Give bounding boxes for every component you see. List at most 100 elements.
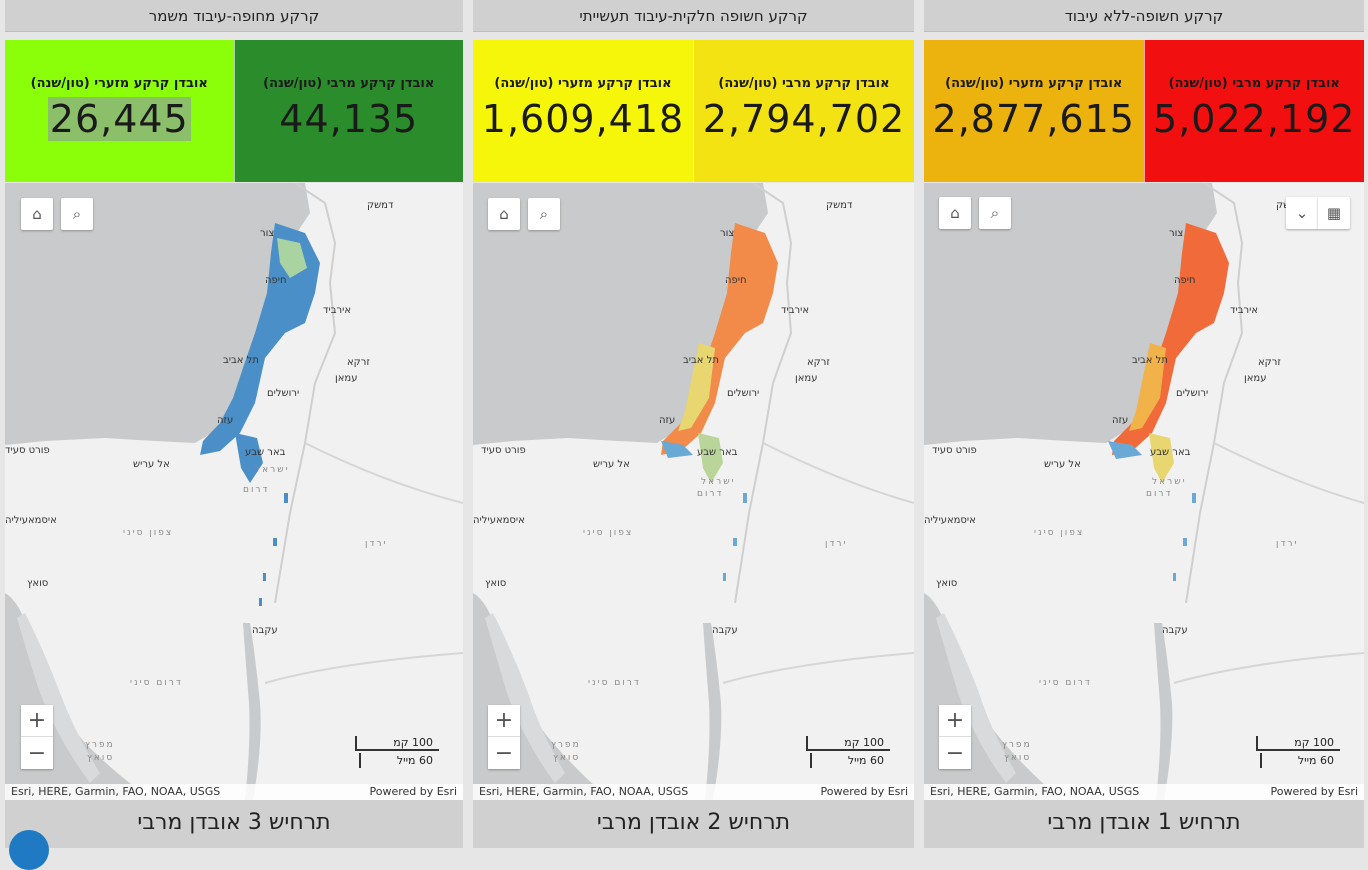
label-telaviv: תל אביב [1132,355,1168,366]
scale-km: 100 קמ [355,736,439,751]
chevron-down-icon[interactable]: ⌄ [1286,197,1318,229]
zoom-in-button[interactable]: + [939,705,971,737]
label-arish: אל עריש [593,459,630,470]
label-suez: סואץ [485,578,507,589]
panel-scenario-1: קרקע חשופה-ללא עיבוד אובדן קרקע מרבי (טו… [924,0,1364,850]
label-north-sinai: צפון סיני [1034,528,1085,538]
app-button-icon[interactable] [9,830,49,870]
label-north-sinai: צפון סיני [583,528,634,538]
basemap-graphic [5,183,463,800]
label-irbid: אירביד [781,305,810,316]
label-irbid: אירביד [323,305,352,316]
label-irbid: אירביד [1230,305,1259,316]
attribution-text[interactable]: Esri, HERE, Garmin, FAO, NOAA, USGS [479,785,689,798]
search-icon[interactable]: ⌕ [979,197,1011,229]
attribution-text[interactable]: Esri, HERE, Garmin, FAO, NOAA, USGS [11,785,221,798]
stat-min-loss: אובדן קרקע מזערי (טון/שנה) 1,609,418 [473,40,693,182]
stat-value: 2,877,615 [932,97,1135,141]
stat-value: 26,445 [47,97,191,141]
home-icon[interactable]: ⌂ [939,197,971,229]
stat-max-loss: אובדן קרקע מרבי (טון/שנה) 2,794,702 [693,40,914,182]
zoom-out-button[interactable]: − [945,740,965,766]
label-jordan: ירדן [825,539,848,549]
panel-title: קרקע מחופה-עיבוד משמר [5,0,463,32]
map-view[interactable]: דמשק צור חיפה אירביד תל אביב זרקא עמאן י… [473,183,914,800]
label-south: דרום [243,485,270,495]
label-amman: עמאן [1244,373,1267,384]
label-zarqa: זרקא [1258,357,1281,368]
home-icon[interactable]: ⌂ [21,198,53,230]
label-beersheba: באר שבע [245,447,286,458]
zoom-out-button[interactable]: − [27,740,47,766]
label-arish: אל עריש [1044,459,1081,470]
label-jerusalem: ירושלים [1176,388,1209,399]
attribution: Esri, HERE, Garmin, FAO, NOAA, USGS Powe… [924,784,1364,800]
stat-max-loss: אובדן קרקע מרבי (טון/שנה) 44,135 [233,40,463,182]
label-israel: ישראל [701,477,736,487]
stat-value: 2,794,702 [702,97,906,141]
zoom-in-button[interactable]: + [488,705,520,737]
label-amman: עמאן [795,373,818,384]
stat-label: אובדן קרקע מזערי (טון/שנה) [30,76,208,91]
label-haifa: חיפה [725,275,747,286]
label-ismailia: איסמאעיליה [473,515,525,526]
label-south-sinai: דרום סיני [1039,678,1092,688]
label-suez: סואץ [936,578,958,589]
map-view[interactable]: דמשק צור חיפה אירביד תל אביב זרקא עמאן י… [924,183,1364,800]
stat-label: אובדן קרקע מרבי (טון/שנה) [1168,76,1340,91]
label-zarqa: זרקא [347,357,370,368]
label-portsaid: פורט סעיד [481,445,526,456]
scenario-label: תרחיש 3 אובדן מרבי [5,800,463,848]
powered-by-esri[interactable]: Powered by Esri [369,785,457,798]
label-beersheba: באר שבע [1150,447,1191,458]
stats-row: אובדן קרקע מרבי (טון/שנה) 5,022,192 אובד… [924,40,1364,182]
label-gulf-1: מפרץ [85,740,115,750]
scale-bar: 100 קמ 60 מייל [355,736,447,770]
label-zarqa: זרקא [807,357,830,368]
label-suez: סואץ [27,578,49,589]
stat-min-loss: אובדן קרקע מזערי (טון/שנה) 2,877,615 [924,40,1144,182]
stat-value: 5,022,192 [1153,97,1356,141]
powered-by-esri[interactable]: Powered by Esri [820,785,908,798]
basemap-gallery-icon[interactable]: ▦ [1318,197,1350,229]
zoom-in-button[interactable]: + [21,705,53,737]
home-icon[interactable]: ⌂ [488,198,520,230]
scale-km: 100 קמ [1256,736,1340,751]
zoom-out-button[interactable]: − [494,740,514,766]
label-gulf-1: מפרץ [551,740,581,750]
label-gaza: עזה [217,415,234,426]
label-jordan: ירדן [1276,539,1299,549]
scale-km: 100 קמ [806,736,890,751]
stat-label: אובדן קרקע מזערי (טון/שנה) [945,76,1123,91]
label-aqaba: עקבה [1162,625,1188,636]
panel-scenario-2: קרקע חשופה חלקית-עיבוד תעשייתי אובדן קרק… [473,0,914,850]
label-south: דרום [697,489,724,499]
label-haifa: חיפה [265,275,287,286]
label-damascus: דמשק [826,200,853,211]
scale-mi: 60 מייל [1260,753,1340,768]
attribution: Esri, HERE, Garmin, FAO, NOAA, USGS Powe… [473,784,914,800]
powered-by-esri[interactable]: Powered by Esri [1270,785,1358,798]
attribution-text[interactable]: Esri, HERE, Garmin, FAO, NOAA, USGS [930,785,1140,798]
stat-label: אובדן קרקע מרבי (טון/שנה) [718,76,890,91]
scale-bar: 100 קמ 60 מייל [806,736,898,770]
search-icon[interactable]: ⌕ [61,198,93,230]
label-gulf-2: סואץ [87,753,115,763]
label-jerusalem: ירושלים [267,388,300,399]
stats-row: אובדן קרקע מרבי (טון/שנה) 44,135 אובדן ק… [5,40,463,182]
label-beersheba: באר שבע [697,447,738,458]
scale-mi: 60 מייל [359,753,439,768]
zoom-control: + − [21,705,53,769]
search-icon[interactable]: ⌕ [528,198,560,230]
label-gaza: עזה [1112,415,1129,426]
label-south-sinai: דרום סיני [130,678,183,688]
label-south: דרום [1146,489,1173,499]
label-damascus: דמשק [367,200,394,211]
label-jordan: ירדן [365,539,388,549]
basemap-graphic [924,183,1364,800]
label-tyre: צור [1169,228,1184,239]
stat-min-loss: אובדן קרקע מזערי (טון/שנה) 26,445 [5,40,234,182]
zoom-control: + − [488,705,520,769]
map-view[interactable]: דמשק צור חיפה אירביד תל אביב זרקא עמאן י… [5,183,463,800]
label-arish: אל עריש [133,459,170,470]
